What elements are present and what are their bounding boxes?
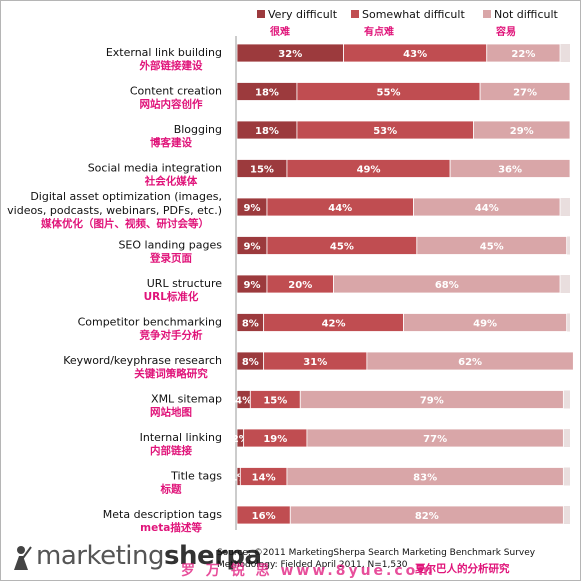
bar-value-label: 49% xyxy=(473,319,497,330)
category-label-cn: 标题 xyxy=(160,483,182,496)
bar-value-label: 79% xyxy=(420,396,444,407)
bar-value-label: 44% xyxy=(475,203,499,214)
bar-value-label: 2% xyxy=(232,434,249,445)
sherpa-logo-icon xyxy=(14,546,32,570)
bar-value-label: 44% xyxy=(328,203,352,214)
category-label: Title tags xyxy=(170,470,222,483)
bar-segment xyxy=(306,428,564,448)
bar-value-label: 8% xyxy=(242,319,259,330)
category-label-cn: meta描述等 xyxy=(140,521,202,534)
bar-value-label: 31% xyxy=(303,357,327,368)
footer: marketingsherpa Source: ©2011 MarketingS… xyxy=(0,535,581,581)
bar-value-label: 83% xyxy=(413,473,437,484)
logo-wordmark: marketingsherpa xyxy=(36,541,262,571)
source-line-2: Methodology: Fielded April 2011, N=1,530 xyxy=(217,560,408,570)
bar-segment xyxy=(289,505,564,525)
bar-value-label: 32% xyxy=(278,49,302,60)
bar-value-label: 18% xyxy=(255,88,279,99)
source-note: Source: ©2011 MarketingSherpa Search Mar… xyxy=(217,547,577,571)
bar-segment xyxy=(486,43,561,63)
analysis-note: 夏尔巴人的分析研究 xyxy=(415,563,510,575)
bar-value-label: 68% xyxy=(435,280,459,291)
legend-swatch xyxy=(483,10,491,18)
source-line-1: Source: ©2011 MarketingSherpa Search Mar… xyxy=(217,548,536,558)
bar-value-label: 8% xyxy=(242,357,259,368)
watermark-text: 罗 万 锐 思 www.8yue.com xyxy=(181,563,436,579)
category-label: URL structure xyxy=(147,277,222,290)
bar-segment xyxy=(403,313,568,332)
category-label-cn: 博客建设 xyxy=(150,136,192,149)
bar-value-label: 4% xyxy=(235,396,252,407)
logo-text-bold: sherpa xyxy=(163,541,262,571)
category-label: Keyword/keyphrase research xyxy=(63,354,222,367)
bar-value-label: 77% xyxy=(423,434,447,445)
category-label: videos, podcasts, webinars, PDFs, etc.) xyxy=(7,204,222,217)
bar-value-label: 27% xyxy=(513,88,537,99)
bar-value-label: 18% xyxy=(255,126,279,137)
bar-value-label: 9% xyxy=(243,280,260,291)
bar-value-label: 22% xyxy=(511,49,535,60)
bar-value-label: 19% xyxy=(263,434,287,445)
category-label-cn: 登录页面 xyxy=(149,252,192,265)
legend-label-cn: 有点难 xyxy=(364,25,394,38)
bar-segment xyxy=(479,82,571,101)
bar-value-label: 55% xyxy=(377,88,401,99)
legend-label: Not difficult xyxy=(494,8,559,21)
category-label-cn: 网站内容创作 xyxy=(140,98,203,111)
bar-value-label: 43% xyxy=(403,49,427,60)
legend-label: Very difficult xyxy=(268,8,338,21)
bar-segment xyxy=(449,159,571,178)
category-label-cn: 内部链接 xyxy=(150,444,192,457)
category-label: Social media integration xyxy=(88,162,222,175)
bar-segment xyxy=(286,467,564,486)
category-label-cn: 外部链接建设 xyxy=(139,59,203,72)
bar-value-label: 9% xyxy=(243,203,260,214)
legend-label-cn: 容易 xyxy=(495,25,516,38)
stacked-bar-chart: Very difficult 很难 Somewhat difficult 有点难 Not… xyxy=(7,8,574,534)
bar-value-label: 45% xyxy=(480,242,504,253)
bar-value-label: 1% xyxy=(230,473,247,484)
category-label-cn: 社会化媒体 xyxy=(144,175,198,188)
category-label-cn: 竞争对手分析 xyxy=(140,329,203,342)
bar-segment xyxy=(416,236,568,255)
legend-swatch xyxy=(351,10,359,18)
legend-label-cn: 很难 xyxy=(269,25,290,38)
category-label: Competitor benchmarking xyxy=(78,316,222,329)
category-label: Content creation xyxy=(130,85,222,98)
category-label-cn: URL标准化 xyxy=(144,290,199,303)
bar-value-label: 20% xyxy=(288,280,312,291)
bar-value-label: 15% xyxy=(250,165,274,176)
category-label-cn: 网站地图 xyxy=(150,406,192,419)
bar-segment xyxy=(299,390,564,409)
category-label: XML sitemap xyxy=(151,393,222,406)
bar-value-label: 36% xyxy=(498,165,522,176)
bar-value-label: 9% xyxy=(243,242,260,253)
bar-value-label: 62% xyxy=(458,357,482,368)
bar-value-label: 42% xyxy=(322,319,346,330)
category-label-cn: 媒体优化（图片、视频、研讨会等） xyxy=(40,217,209,230)
bar-value-label: 45% xyxy=(330,242,354,253)
category-label: Digital asset optimization (images, xyxy=(30,190,222,203)
bar-segment xyxy=(366,351,574,371)
bar-segment xyxy=(413,197,561,217)
category-label-cn: 关键词策略研究 xyxy=(134,367,208,380)
category-label: Internal linking xyxy=(140,431,222,444)
category-label: Meta description tags xyxy=(103,508,223,521)
bar-value-label: 29% xyxy=(510,126,534,137)
bar-segment xyxy=(473,120,571,140)
category-label: SEO landing pages xyxy=(118,239,222,252)
bar-value-label: 14% xyxy=(252,473,276,484)
category-label: External link building xyxy=(106,46,222,59)
legend-label: Somewhat difficult xyxy=(362,8,465,21)
bar-value-label: 82% xyxy=(415,511,439,522)
bar-value-label: 49% xyxy=(357,165,381,176)
legend-swatch xyxy=(257,10,265,18)
bar-value-label: 15% xyxy=(263,396,287,407)
bar-value-label: 53% xyxy=(373,126,397,137)
bar-value-label: 16% xyxy=(252,511,276,522)
category-label: Blogging xyxy=(174,123,222,136)
bar-segment xyxy=(333,274,561,294)
logo-text-light: marketing xyxy=(36,541,164,571)
